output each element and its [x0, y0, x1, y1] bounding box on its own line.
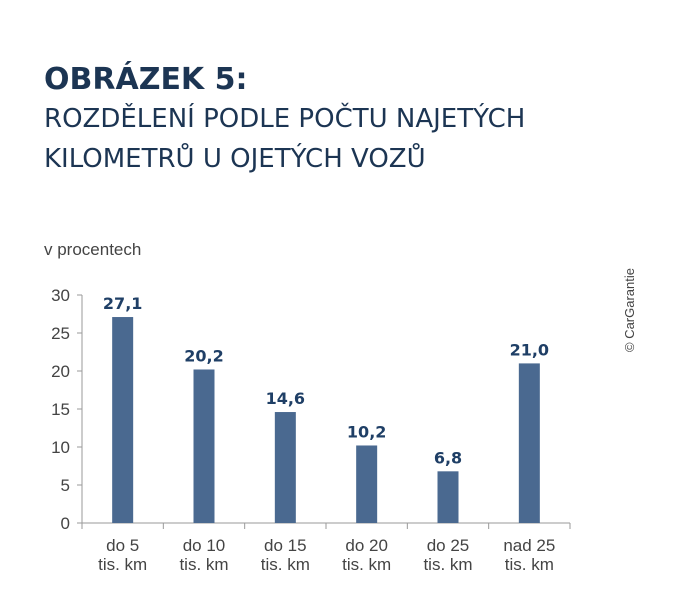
unit-label: v procentech [44, 240, 142, 259]
x-tick-label: tis. km [423, 555, 472, 574]
bar [437, 471, 459, 523]
data-label: 20,2 [184, 346, 223, 365]
data-label: 10,2 [347, 422, 386, 441]
data-label: 27,1 [103, 294, 142, 313]
bar [274, 412, 296, 523]
x-tick-label: do 15 [264, 536, 307, 555]
figure-title-line-2: KILOMETRŮ U OJETÝCH VOZŮ [44, 144, 426, 174]
bar [518, 363, 540, 523]
y-tick-label: 25 [51, 324, 70, 343]
y-tick-label: 15 [51, 400, 70, 419]
figure-title-line-1: ROZDĚLENÍ PODLE POČTU NAJETÝCH [44, 104, 526, 134]
data-label: 14,6 [266, 389, 305, 408]
bar [356, 445, 378, 523]
x-tick-label: tis. km [179, 555, 228, 574]
x-tick-label: do 5 [106, 536, 139, 555]
data-label: 21,0 [510, 340, 549, 359]
bar [193, 369, 215, 523]
y-tick-label: 10 [51, 438, 70, 457]
bar [112, 317, 134, 523]
y-tick-label: 20 [51, 362, 70, 381]
figure-label: OBRÁZEK 5: [44, 62, 248, 97]
x-tick-label: nad 25 [503, 536, 555, 555]
x-tick-label: do 25 [427, 536, 470, 555]
x-tick-label: do 10 [183, 536, 226, 555]
y-tick-label: 30 [51, 286, 70, 305]
data-label: 6,8 [434, 448, 462, 467]
x-tick-label: tis. km [342, 555, 391, 574]
x-tick-label: tis. km [98, 555, 147, 574]
x-tick-label: do 20 [345, 536, 388, 555]
x-tick-label: tis. km [261, 555, 310, 574]
y-tick-label: 0 [61, 514, 70, 533]
y-tick-label: 5 [61, 476, 70, 495]
x-tick-label: tis. km [505, 555, 554, 574]
title-block: OBRÁZEK 5: ROZDĚLENÍ PODLE POČTU NAJETÝC… [44, 62, 634, 178]
